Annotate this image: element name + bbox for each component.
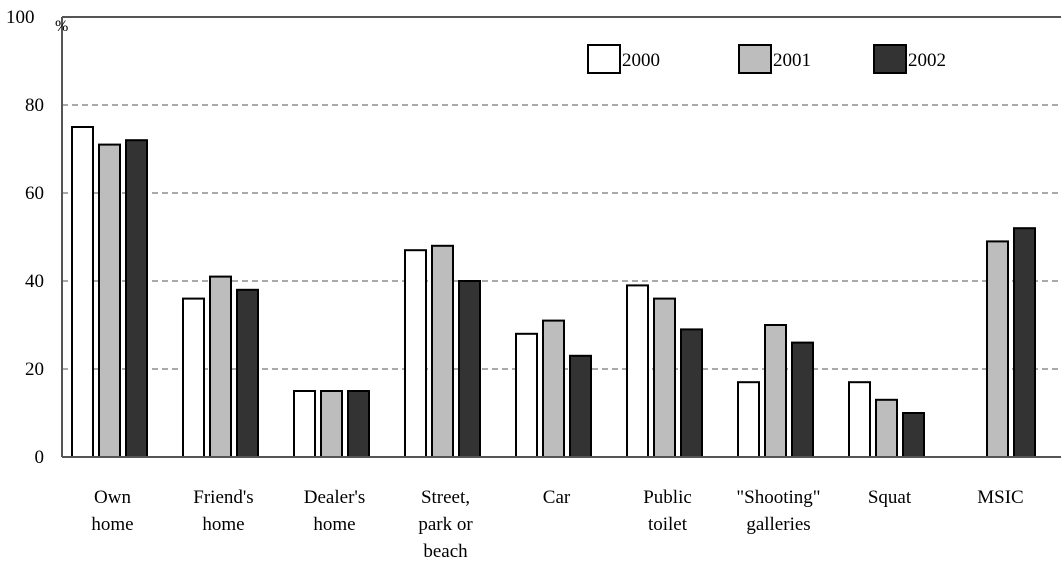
bar-2001-cat-2 — [320, 390, 343, 458]
bar-2001-cat-0 — [98, 143, 121, 458]
bar-2000-cat-6 — [737, 381, 760, 459]
category-label-0: Own home — [91, 487, 133, 535]
legend-label-2002: 2002 — [908, 50, 946, 71]
bar-2001-cat-4 — [542, 319, 565, 458]
bar-2002-cat-8 — [1013, 227, 1036, 458]
category-label-4: Car — [543, 487, 571, 508]
bar-2002-cat-5 — [680, 328, 703, 458]
bar-2000-cat-4 — [515, 332, 538, 458]
category-labels: Own home Friend's home Dealer's home Street, pa… — [91, 487, 1023, 562]
legend-item-2000: 2000 — [587, 44, 660, 74]
bars — [71, 126, 1036, 459]
bar-2001-cat-1 — [209, 275, 232, 458]
bar-2001-cat-7 — [875, 398, 898, 458]
y-tick-label-40: 40 — [25, 271, 44, 292]
bar-2002-cat-1 — [236, 288, 259, 458]
category-label-1: Friend's home — [193, 487, 253, 535]
legend: 2000 2001 2002 — [587, 44, 946, 74]
gridlines — [62, 104, 1061, 370]
bar-2001-cat-3 — [431, 244, 454, 458]
y-tick-label-60: 60 — [25, 183, 44, 204]
bar-2002-cat-2 — [347, 390, 370, 458]
bar-2000-cat-2 — [293, 390, 316, 458]
legend-label-2001: 2001 — [773, 50, 811, 71]
y-tick-label-80: 80 — [25, 95, 44, 116]
bar-2002-cat-4 — [569, 354, 592, 458]
bar-2001-cat-6 — [764, 324, 787, 458]
bar-2002-cat-3 — [458, 280, 481, 458]
category-label-3: Street, park or beach — [418, 487, 473, 562]
axes — [61, 16, 1061, 458]
category-label-6: "Shooting" galleries — [736, 487, 820, 535]
bar-2000-cat-0 — [71, 126, 94, 458]
y-tick-labels: 0 20 40 60 80 100% — [6, 7, 68, 468]
bar-2002-cat-7 — [902, 412, 925, 458]
legend-swatch-2001 — [738, 44, 772, 74]
bar-2002-cat-0 — [125, 139, 148, 458]
bar-2002-cat-6 — [791, 341, 814, 459]
bar-2000-cat-5 — [626, 284, 649, 458]
bar-2001-cat-5 — [653, 297, 676, 458]
category-label-5: Public toilet — [643, 487, 692, 535]
y-tick-label-0: 0 — [35, 447, 45, 468]
category-label-7: Squat — [868, 487, 912, 508]
legend-label-2000: 2000 — [622, 50, 660, 71]
bar-2000-cat-1 — [182, 297, 205, 458]
legend-swatch-2002 — [873, 44, 907, 74]
category-label-8: MSIC — [977, 487, 1023, 508]
y-tick-label-100: 100 — [6, 7, 35, 28]
bar-2000-cat-3 — [404, 249, 427, 458]
bar-2001-cat-8 — [986, 240, 1009, 458]
y-unit-label: % — [55, 18, 68, 35]
bar-2000-cat-7 — [848, 381, 871, 459]
y-tick-label-20: 20 — [25, 359, 44, 380]
legend-item-2002: 2002 — [873, 44, 946, 74]
category-label-2: Dealer's home — [304, 487, 365, 535]
legend-item-2001: 2001 — [738, 44, 811, 74]
legend-swatch-2000 — [587, 44, 621, 74]
